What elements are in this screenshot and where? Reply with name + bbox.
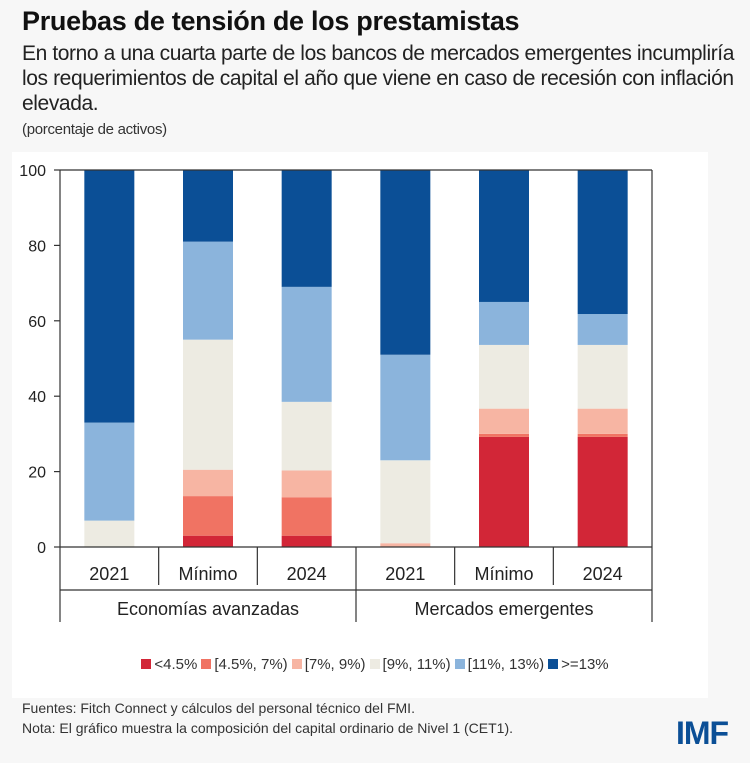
legend-item: <4.5%: [141, 656, 197, 673]
bar-segment: [281, 497, 332, 536]
legend-label: <4.5%: [154, 656, 198, 673]
sources-note: Fuentes: Fitch Connect y cálculos del pe…: [22, 700, 415, 716]
legend-label: [11%, 13%): [467, 656, 545, 673]
bar-segment: [84, 422, 135, 521]
bar-segment: [380, 170, 431, 355]
bar-segment: [577, 433, 628, 437]
legend-label: >=13%: [561, 656, 609, 673]
legend-item: [4.5%, 7%): [201, 656, 288, 673]
bar-segment: [479, 408, 529, 434]
bar-segment: [577, 344, 628, 409]
legend-item: >=13%: [548, 656, 609, 673]
imf-logo: IMF: [676, 715, 729, 751]
legend-swatch: [369, 659, 380, 669]
y-tick-label: 20: [28, 465, 46, 482]
legend-item: [9%, 11%): [369, 656, 451, 673]
bar-segment: [281, 535, 332, 547]
bar-segment: [183, 241, 233, 340]
bar-segment: [183, 170, 233, 242]
bar-segment: [183, 496, 233, 536]
bar-segment: [479, 344, 529, 409]
bar-segment: [281, 401, 332, 471]
legend-swatch: [141, 659, 152, 669]
bar-segment: [577, 408, 628, 434]
y-tick-label: 80: [28, 238, 46, 255]
legend-swatch: [548, 659, 559, 669]
bar-segment: [577, 170, 628, 315]
legend: <4.5% [4.5%, 7%) [7%, 9%) [9%, 11%) [11%, 13…: [0, 656, 750, 673]
bar-segment: [281, 470, 332, 498]
x-category-label: 2021: [89, 564, 129, 584]
legend-item: [7%, 9%): [291, 656, 366, 673]
bar-segment: [479, 301, 529, 345]
x-category-label: 2024: [583, 564, 623, 584]
units-label: (porcentaje de activos): [22, 121, 167, 138]
bar-segment: [380, 460, 431, 544]
bar-segment: [281, 286, 332, 402]
bar-segment: [183, 469, 233, 497]
x-category-label: 2021: [385, 564, 425, 584]
legend-label: [9%, 11%): [382, 656, 451, 673]
bar-segment: [183, 535, 233, 547]
legend-label: [4.5%, 7%): [214, 656, 288, 673]
y-tick-label: 100: [19, 163, 46, 180]
bar-segment: [84, 520, 135, 547]
legend-label: [7%, 9%): [304, 656, 366, 673]
bar-segment: [380, 543, 431, 547]
y-tick-label: 40: [28, 389, 46, 406]
x-category-label: Mínimo: [474, 564, 533, 584]
legend-swatch: [291, 659, 302, 669]
bar-segment: [183, 339, 233, 470]
x-category-label: 2024: [287, 564, 327, 584]
legend-item: [11%, 13%): [454, 656, 545, 673]
bar-segment: [577, 436, 628, 547]
chart-title: Pruebas de tensión de los prestamistas: [22, 6, 520, 36]
y-tick-label: 0: [37, 540, 46, 557]
legend-swatch: [201, 659, 212, 669]
bar-segment: [577, 314, 628, 345]
x-group-label: Economías avanzadas: [117, 599, 299, 619]
x-category-label: Mínimo: [178, 564, 237, 584]
bar-segment: [479, 433, 529, 437]
y-tick-label: 60: [28, 314, 46, 331]
x-group-label: Mercados emergentes: [414, 599, 593, 619]
chart-subtitle: En torno a una cuarta parte de los banco…: [22, 42, 735, 115]
bar-segment: [84, 170, 135, 423]
legend-swatch: [454, 659, 465, 669]
bar-segment: [281, 170, 332, 287]
bar-segment: [479, 170, 529, 302]
footnote: Nota: El gráfico muestra la composición …: [22, 720, 513, 736]
bar-segment: [380, 354, 431, 461]
bar-segment: [479, 436, 529, 547]
